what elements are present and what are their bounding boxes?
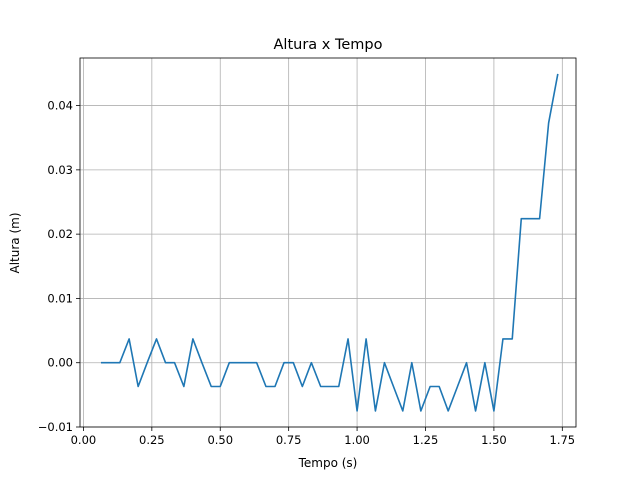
x-axis-ticks: 0.00 0.25 0.50 0.75 1.00 1.25 1.50 1.75 (71, 427, 576, 447)
y-axis-ticks: −0.01 0.00 0.01 0.02 0.03 0.04 (38, 99, 80, 434)
plot-frame (79, 57, 577, 428)
grid (80, 58, 576, 428)
y-tick-label: 0.01 (47, 291, 73, 305)
series-layer (100, 73, 559, 412)
x-tick-label: 0.75 (276, 433, 302, 447)
x-axis-label: Tempo (s) (298, 456, 358, 470)
x-tick-label: 0.25 (139, 433, 165, 447)
x-tick-label: 1.50 (481, 433, 507, 447)
y-tick-label: −0.01 (38, 420, 73, 434)
y-axis-label: Altura (m) (8, 212, 22, 273)
x-tick-label: 0.00 (71, 433, 97, 447)
y-tick-label: 0.04 (47, 99, 73, 113)
y-tick-label: 0.00 (47, 356, 73, 370)
x-tick-label: 1.75 (550, 433, 576, 447)
x-tick-label: 0.50 (207, 433, 233, 447)
series-line (100, 73, 559, 412)
chart-title: Altura x Tempo (274, 37, 383, 53)
y-tick-label: 0.02 (47, 227, 73, 241)
x-tick-label: 1.25 (413, 433, 439, 447)
x-tick-label: 1.00 (344, 433, 370, 447)
y-tick-label: 0.03 (47, 163, 73, 177)
